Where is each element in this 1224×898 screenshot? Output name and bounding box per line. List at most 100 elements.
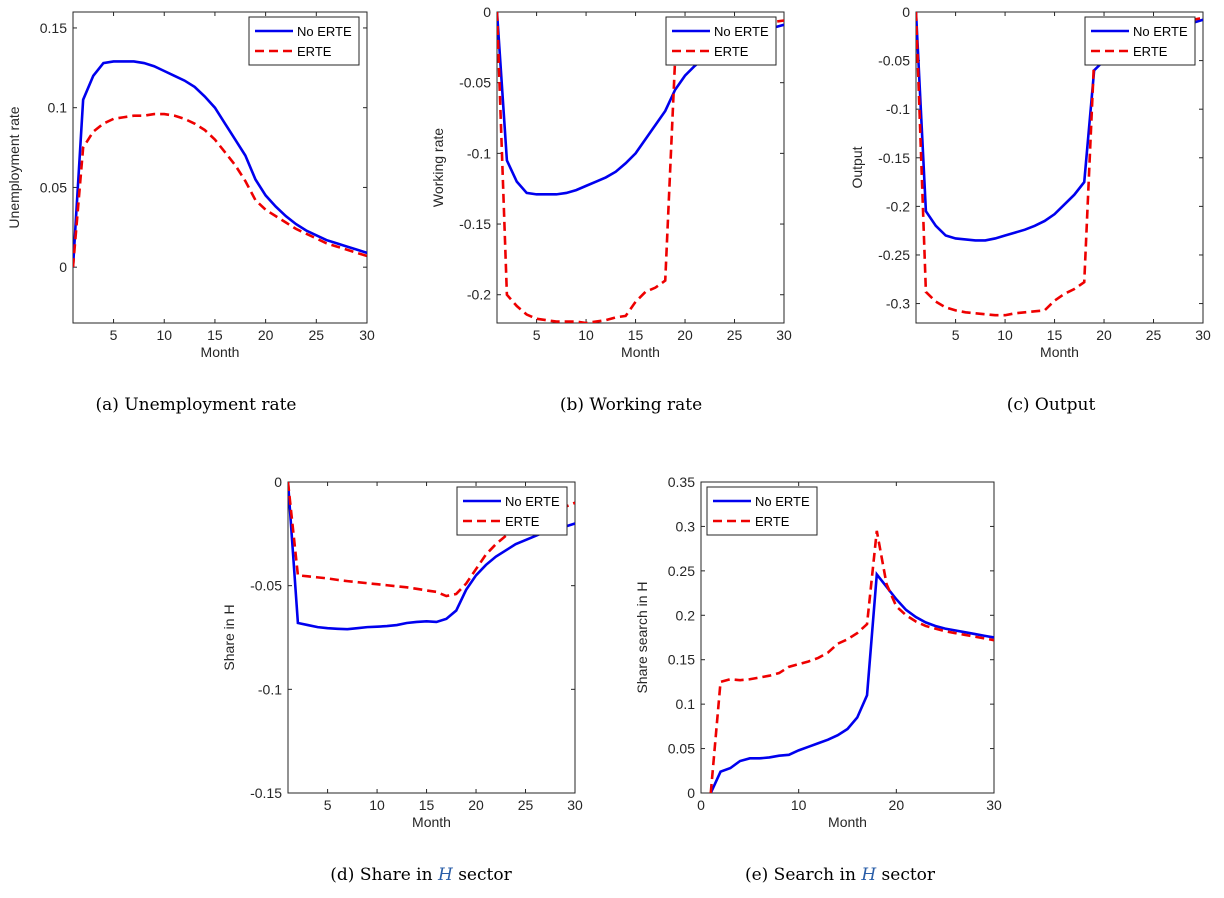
x-tick-label: 30 xyxy=(776,327,792,343)
series-line-no-erte xyxy=(709,570,994,793)
panel-d: 5 10 15 20 25 30 0 -0.05 -0.1 -0.15 Month Share in … xyxy=(221,474,583,885)
y-tick-label: -0.15 xyxy=(878,150,910,166)
y-tick-label: 0.15 xyxy=(40,20,67,36)
x-tick-label: 20 xyxy=(889,797,905,813)
x-tick-label: 20 xyxy=(258,327,274,343)
legend-label: No ERTE xyxy=(714,24,769,39)
x-tick-label: 25 xyxy=(518,797,534,813)
legend-label: No ERTE xyxy=(297,24,352,39)
y-tick-label: -0.1 xyxy=(258,681,282,697)
x-tick-label: 20 xyxy=(468,797,484,813)
legend-label: ERTE xyxy=(1133,44,1168,59)
plot-frame xyxy=(72,11,368,324)
plot-frame xyxy=(915,11,1204,324)
series-line-no-erte xyxy=(73,60,367,268)
y-tick-label: 0.05 xyxy=(668,741,695,757)
x-tick-label: 5 xyxy=(533,327,541,343)
y-axis-label: Share search in H xyxy=(634,581,650,693)
legend: No ERTE ERTE xyxy=(1084,16,1196,66)
y-tick-label: -0.05 xyxy=(878,53,910,69)
x-axis-label: Month xyxy=(412,814,451,830)
legend-box xyxy=(1084,16,1196,66)
x-tick-label: 15 xyxy=(207,327,223,343)
plot-frame xyxy=(496,11,785,324)
y-tick-label: -0.05 xyxy=(459,75,491,91)
x-axis-label: Month xyxy=(201,344,240,360)
y-axis-label: Unemployment rate xyxy=(6,106,22,228)
y-tick-label: 0.1 xyxy=(676,696,696,712)
legend-box xyxy=(456,486,568,536)
x-tick-label: 15 xyxy=(1047,327,1063,343)
legend: No ERTE ERTE xyxy=(665,16,777,66)
y-tick-label: -0.2 xyxy=(467,287,491,303)
x-axis-label: Month xyxy=(1040,344,1079,360)
x-axis-label: Month xyxy=(828,814,867,830)
series-line-erte xyxy=(709,530,994,793)
y-tick-label: 0 xyxy=(274,474,282,490)
x-tick-label: 5 xyxy=(324,797,332,813)
legend-label: ERTE xyxy=(505,514,540,529)
legend-box xyxy=(665,16,777,66)
y-tick-label: -0.1 xyxy=(886,101,910,117)
x-tick-label: 20 xyxy=(677,327,693,343)
series-line-no-erte xyxy=(288,482,575,631)
y-tick-label: -0.25 xyxy=(878,247,910,263)
x-tick-label: 10 xyxy=(578,327,594,343)
x-tick-label: 15 xyxy=(628,327,644,343)
x-tick-label: 30 xyxy=(359,327,375,343)
legend-label: ERTE xyxy=(755,514,790,529)
panel-caption: (a) Unemployment rate xyxy=(96,395,297,415)
x-tick-label: 30 xyxy=(986,797,1002,813)
x-tick-label: 25 xyxy=(1146,327,1162,343)
y-tick-label: 0.2 xyxy=(676,607,696,623)
x-tick-label: 25 xyxy=(727,327,743,343)
x-tick-label: 15 xyxy=(419,797,435,813)
panel-c: 5 10 15 20 25 30 0 -0.05 -0.1 -0.15 -0.2 -0.25 -0.3 M… xyxy=(849,4,1211,415)
y-tick-label: -0.15 xyxy=(250,785,282,801)
y-tick-label: 0.1 xyxy=(48,100,68,116)
y-axis-label: Share in H xyxy=(221,604,237,670)
x-axis-label: Month xyxy=(621,344,660,360)
panel-b: 5 10 15 20 25 30 0 -0.05 -0.1 -0.15 -0.2 Month Worki… xyxy=(430,4,792,415)
x-tick-label: 25 xyxy=(309,327,325,343)
x-tick-label: 10 xyxy=(997,327,1013,343)
y-axis-label: Working rate xyxy=(430,128,446,207)
legend: No ERTE ERTE xyxy=(706,486,818,536)
panel-a: 5 10 15 20 25 30 0 0.05 0.1 0.15 Month Unemployment… xyxy=(6,11,375,415)
x-tick-label: 5 xyxy=(110,327,118,343)
y-axis-label: Output xyxy=(849,146,865,188)
x-tick-label: 10 xyxy=(791,797,807,813)
y-tick-label: -0.1 xyxy=(467,145,491,161)
y-tick-label: -0.3 xyxy=(886,296,910,312)
y-tick-label: 0.25 xyxy=(668,563,695,579)
x-tick-label: 30 xyxy=(1195,327,1211,343)
x-tick-label: 5 xyxy=(952,327,960,343)
legend-label: No ERTE xyxy=(1133,24,1188,39)
x-tick-label: 10 xyxy=(156,327,172,343)
x-tick-label: 0 xyxy=(697,797,705,813)
y-tick-label: 0.3 xyxy=(676,518,696,534)
y-tick-label: 0 xyxy=(687,785,695,801)
y-tick-label: 0 xyxy=(59,259,67,275)
x-tick-label: 20 xyxy=(1096,327,1112,343)
panel-e: 0 10 20 30 0 0.05 0.1 0.15 0.2 0.25 0.3 0.35 Month Sh… xyxy=(634,474,1002,885)
panel-caption: (d) Share in H sector xyxy=(330,865,512,885)
legend: No ERTE ERTE xyxy=(248,16,360,66)
y-tick-label: 0 xyxy=(902,4,910,20)
legend: No ERTE ERTE xyxy=(456,486,568,536)
panel-caption: (e) Search in H sector xyxy=(745,865,936,885)
legend-label: No ERTE xyxy=(505,494,560,509)
y-tick-label: 0 xyxy=(483,4,491,20)
y-tick-label: 0.35 xyxy=(668,474,695,490)
panel-caption: (b) Working rate xyxy=(560,395,702,415)
legend-box xyxy=(706,486,818,536)
legend-label: No ERTE xyxy=(755,494,810,509)
y-tick-label: 0.05 xyxy=(40,179,67,195)
y-tick-label: -0.05 xyxy=(250,578,282,594)
y-tick-label: -0.2 xyxy=(886,198,910,214)
y-tick-label: 0.15 xyxy=(668,652,695,668)
x-tick-label: 30 xyxy=(567,797,583,813)
legend-label: ERTE xyxy=(297,44,332,59)
y-tick-label: -0.15 xyxy=(459,216,491,232)
